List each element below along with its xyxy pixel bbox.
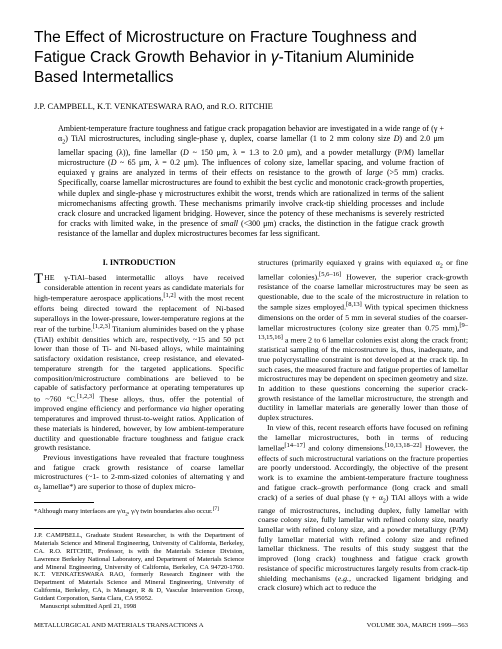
right-column: structures (primarily equiaxed γ grains … (258, 258, 468, 611)
footnote-rule (34, 502, 94, 503)
manuscript-date: Manuscript submitted April 21, 1998 (34, 603, 244, 611)
col2-p1: structures (primarily equiaxed γ grains … (258, 258, 468, 423)
page-footer: METALLURGICAL AND MATERIALS TRANSACTIONS… (34, 622, 468, 630)
section-heading: I. INTRODUCTION (34, 258, 244, 268)
left-column: I. INTRODUCTION THE γ-TiAl–based interme… (34, 258, 244, 611)
footer-left: METALLURGICAL AND MATERIALS TRANSACTIONS… (34, 622, 204, 630)
body-columns: I. INTRODUCTION THE γ-TiAl–based interme… (34, 258, 468, 611)
affiliation-rule (34, 528, 244, 529)
footer-right: VOLUME 30A, MARCH 1999—563 (367, 622, 468, 630)
authors: J.P. CAMPBELL, K.T. VENKATESWARA RAO, an… (34, 101, 468, 112)
intro-p1: THE γ-TiAl–based intermetallic alloys ha… (34, 273, 244, 453)
intro-p2: Previous investigations have revealed th… (34, 453, 244, 495)
col2-p2: In view of this, recent research efforts… (258, 423, 468, 593)
paper-title: The Effect of Microstructure on Fracture… (34, 28, 468, 87)
affiliations: J.P. CAMPBELL, Graduate Student Research… (34, 532, 244, 602)
abstract: Ambient-temperature fracture toughness a… (58, 124, 444, 240)
footnote: *Although many interfaces are γ/α2, γ/γ … (34, 506, 244, 518)
